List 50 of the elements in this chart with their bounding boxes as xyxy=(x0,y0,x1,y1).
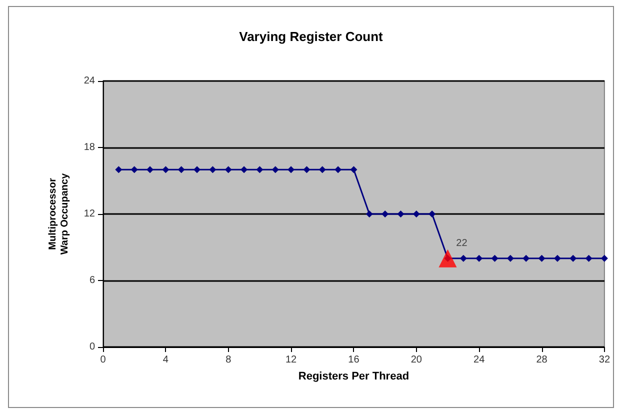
point xyxy=(303,166,310,174)
point xyxy=(256,166,264,174)
y-tick-label: 6 xyxy=(89,275,96,286)
annotation: 22 xyxy=(456,238,468,249)
point xyxy=(209,166,216,174)
point xyxy=(476,254,483,262)
point xyxy=(288,166,295,174)
point xyxy=(554,254,561,262)
x-tick-label: 24 xyxy=(474,354,486,366)
point xyxy=(491,254,498,262)
point xyxy=(538,254,546,262)
x-tick-label: 4 xyxy=(162,354,169,366)
y-tick-label: 18 xyxy=(84,142,96,153)
point xyxy=(460,254,467,262)
point xyxy=(397,210,404,218)
point xyxy=(506,254,514,262)
point xyxy=(585,254,592,262)
x-axis-title: Registers Per Thread xyxy=(298,370,410,382)
point xyxy=(224,166,232,174)
point xyxy=(428,210,436,218)
point xyxy=(115,166,122,174)
point xyxy=(162,166,170,174)
point xyxy=(318,166,326,174)
y-tick-label: 24 xyxy=(84,76,96,86)
x-tick-label: 12 xyxy=(285,354,298,366)
point xyxy=(272,166,279,174)
point xyxy=(366,210,373,218)
point xyxy=(382,210,389,218)
point xyxy=(350,166,358,174)
point xyxy=(130,166,138,174)
point xyxy=(334,166,342,174)
x-tick-label: 20 xyxy=(410,354,422,366)
point xyxy=(522,254,530,262)
point xyxy=(240,166,248,174)
chart-title: Varying Register Count xyxy=(239,29,384,44)
point xyxy=(438,249,457,268)
point xyxy=(146,166,154,174)
point xyxy=(570,254,577,262)
y-axis-title: Multiprocessor Warp Occupancy xyxy=(48,172,70,255)
point xyxy=(194,166,201,174)
x-tick-label: 8 xyxy=(226,354,232,366)
point xyxy=(600,254,608,262)
y-tick-label: 12 xyxy=(84,208,96,220)
x-tick-label: 16 xyxy=(348,354,360,366)
x-tick-label: 28 xyxy=(536,354,548,366)
x-tick-label: 0 xyxy=(100,354,106,366)
point xyxy=(412,210,420,218)
point xyxy=(178,166,185,174)
y-tick-label: 0 xyxy=(89,342,96,352)
x-tick-label: 32 xyxy=(598,354,610,366)
